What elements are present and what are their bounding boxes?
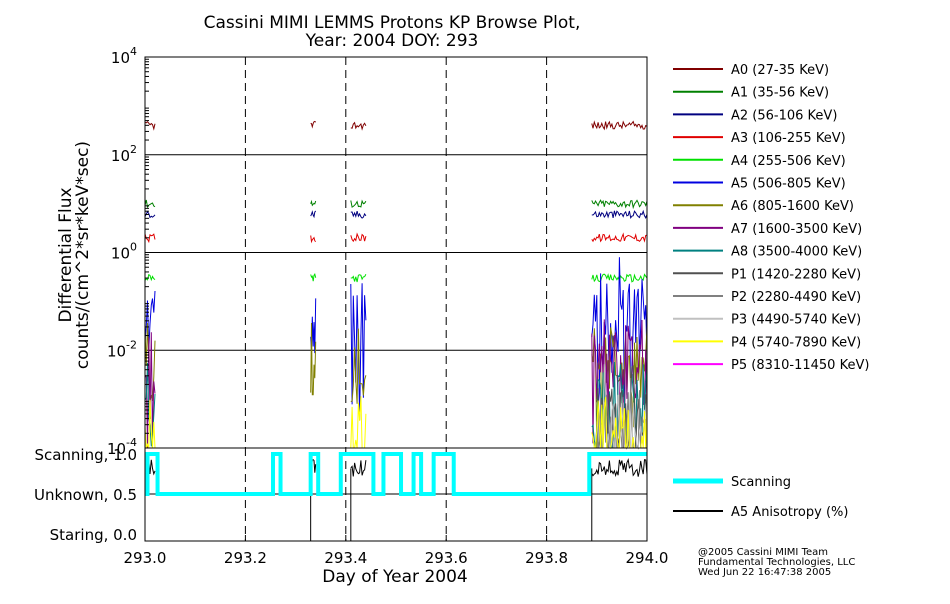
flux-series-line	[144, 233, 156, 244]
flux-y-tick-label: 102	[111, 143, 137, 165]
flux-series	[144, 120, 648, 450]
scanning-line	[145, 452, 647, 496]
legend-label: A1 (35-56 KeV)	[731, 86, 829, 101]
flux-series-line	[144, 120, 156, 131]
flux-series-line	[310, 199, 317, 207]
x-tick-label: 294.0	[626, 549, 669, 567]
flux-series-line	[350, 274, 367, 283]
y-axis-unit-label: counts/(cm^2*sr*keV*sec)	[73, 141, 93, 369]
scan-y-ticks: Scanning, 1.0 Unknown, 0.5 Staring, 0.0	[34, 446, 137, 544]
footer-timestamp: Wed Jun 22 16:47:38 2005	[698, 567, 831, 578]
flux-series-line	[310, 273, 317, 282]
scan-series	[144, 452, 648, 541]
scan-plot-frame	[144, 447, 648, 542]
legend-label: P5 (8310-11450 KeV)	[731, 358, 869, 373]
flux-series-line	[350, 232, 367, 243]
legend-label: P2 (2280-4490 KeV)	[731, 290, 861, 305]
legend-label: A8 (3500-4000 KeV)	[731, 245, 862, 260]
flux-series-line	[310, 235, 317, 244]
flux-series-line	[350, 121, 367, 131]
flux-series-line	[144, 290, 156, 350]
footer-copyright: @2005 Cassini MIMI Team	[698, 547, 828, 558]
legend-label: A5 (506-805 KeV)	[731, 177, 846, 192]
scan-y-tick-label: Unknown, 0.5	[34, 486, 137, 504]
flux-series-line	[591, 199, 648, 210]
flux-y-tick-label: 104	[111, 45, 137, 67]
legend-label: P1 (1420-2280 KeV)	[731, 267, 861, 282]
x-ticks: 293.0 293.2 293.4 293.6 293.8 294.0	[124, 535, 669, 567]
footer-company: Fundamental Technologies, LLC	[698, 557, 855, 568]
flux-series-line	[350, 396, 367, 449]
flux-series-line	[310, 120, 317, 129]
legend-label: A5 Anisotropy (%)	[731, 505, 848, 520]
legend-label: Scanning	[731, 475, 791, 490]
x-tick-label: 293.0	[124, 549, 167, 567]
y-axis-label: Differential Flux	[56, 187, 76, 322]
legend-label: A3 (106-255 KeV)	[731, 131, 846, 146]
scan-legend: Scanning A5 Anisotropy (%)	[673, 475, 848, 520]
chart-subtitle: Year: 2004 DOY: 293	[305, 31, 479, 51]
flux-series-line	[350, 199, 367, 208]
flux-series-line	[591, 209, 648, 220]
flux-series-line	[591, 325, 648, 449]
flux-series-line	[144, 399, 156, 449]
flux-series-line	[310, 322, 317, 396]
x-tick-label: 293.4	[324, 549, 367, 567]
flux-series-line	[591, 120, 648, 131]
flux-y-tick-label: 10-2	[107, 338, 137, 360]
scan-y-tick-label: Staring, 0.0	[50, 526, 137, 544]
legend-label: A7 (1600-3500 KeV)	[731, 222, 862, 237]
legend-label: P4 (5740-7890 KeV)	[731, 335, 861, 350]
legend-label: P3 (4490-5740 KeV)	[731, 313, 861, 328]
flux-y-tick-label: 100	[111, 241, 137, 263]
scan-y-tick-label: Scanning, 1.0	[34, 446, 137, 464]
x-tick-label: 293.8	[525, 549, 568, 567]
flux-series-line	[350, 210, 367, 219]
flux-series-line	[310, 210, 317, 219]
flux-legend: A0 (27-35 KeV) A1 (35-56 KeV) A2 (56-106 K…	[673, 63, 869, 373]
flux-grid	[145, 57, 647, 448]
x-axis-label: Day of Year 2004	[322, 567, 467, 587]
x-tick-label: 293.6	[425, 549, 468, 567]
flux-series-line	[144, 210, 156, 219]
flux-series-line	[591, 232, 648, 243]
x-tick-label: 293.2	[224, 549, 267, 567]
legend-label: A0 (27-35 KeV)	[731, 63, 829, 78]
legend-label: A6 (805-1600 KeV)	[731, 199, 854, 214]
chart-title: Cassini MIMI LEMMS Protons KP Browse Plo…	[204, 13, 581, 33]
legend-label: A4 (255-506 KeV)	[731, 154, 846, 169]
legend-label: A2 (56-106 KeV)	[731, 108, 837, 123]
flux-series-line	[350, 328, 367, 404]
anisotropy-line	[350, 460, 367, 477]
flux-series-line	[144, 199, 156, 209]
flux-series-line	[144, 273, 156, 282]
anisotropy-line	[591, 458, 648, 478]
flux-series-line	[591, 257, 648, 411]
